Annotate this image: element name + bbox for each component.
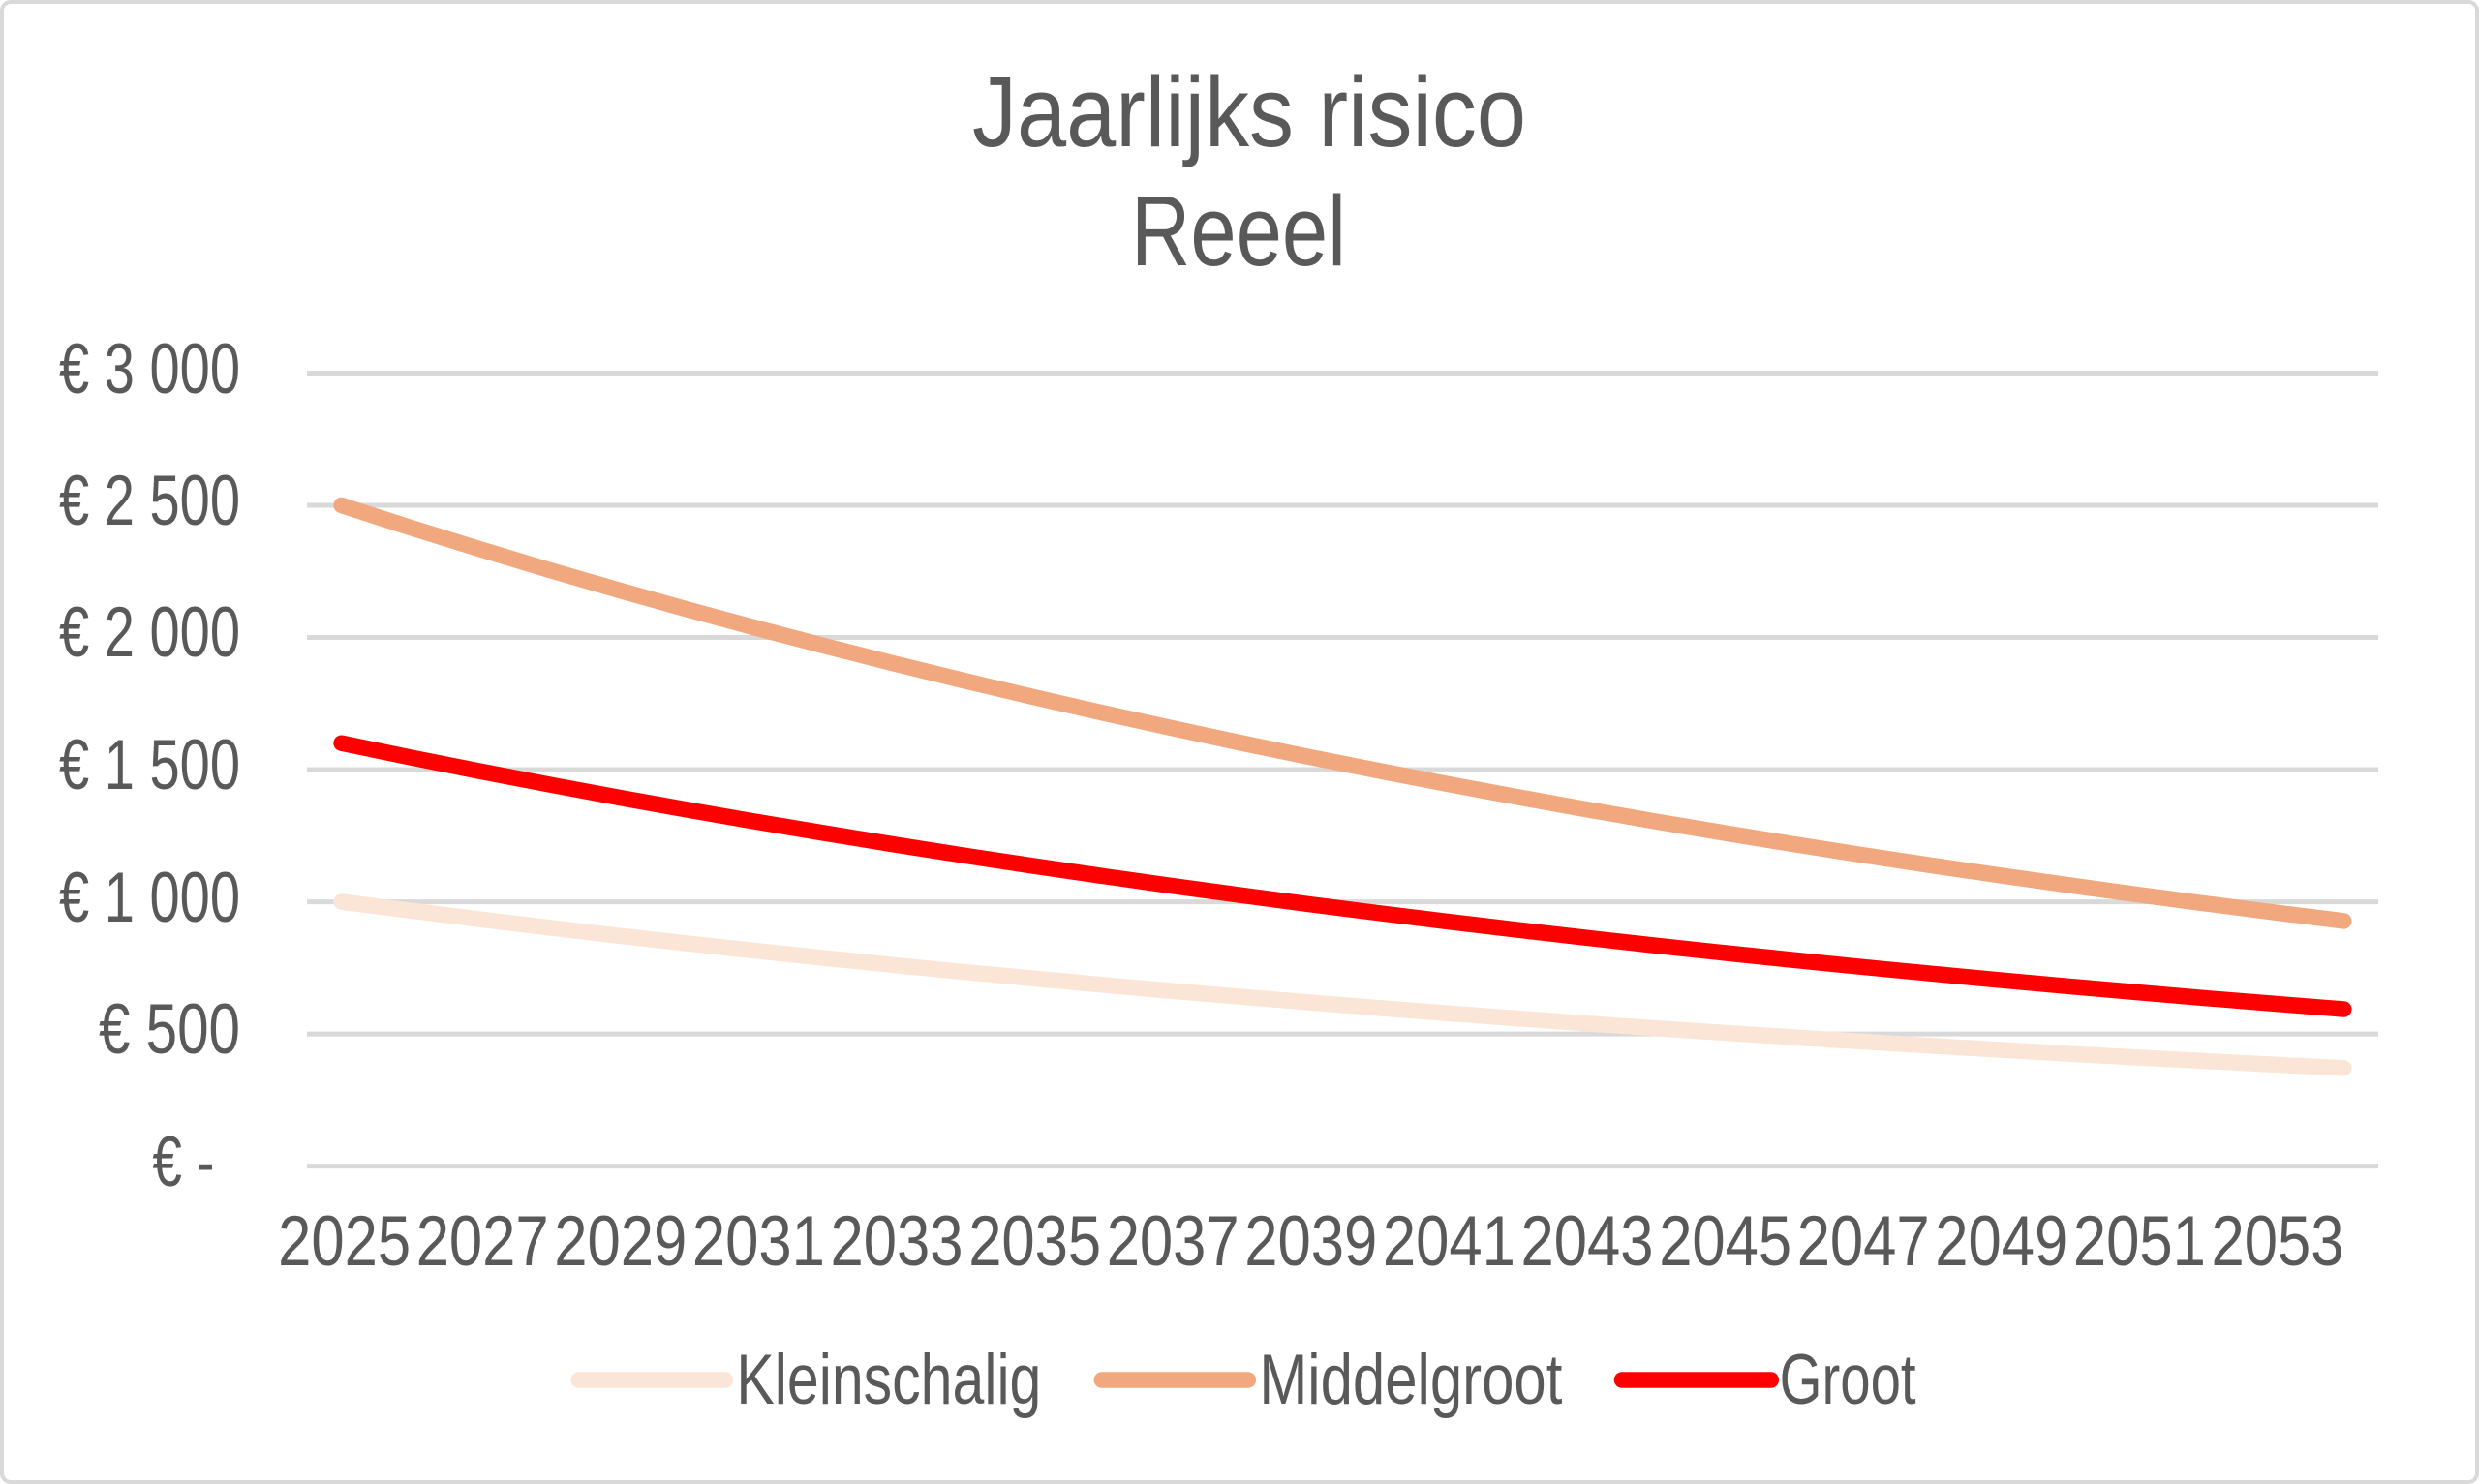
svg-text:2051: 2051 (2073, 1202, 2206, 1281)
svg-text:Kleinschalig: Kleinschalig (736, 1341, 1041, 1419)
svg-text:Middelgroot: Middelgroot (1259, 1341, 1562, 1419)
svg-text:2049: 2049 (1935, 1202, 2067, 1281)
svg-text:2033: 2033 (831, 1202, 964, 1281)
svg-text:€ 500: € 500 (99, 990, 240, 1069)
svg-text:2043: 2043 (1521, 1202, 1654, 1281)
svg-text:2047: 2047 (1797, 1202, 1930, 1281)
svg-text:2053: 2053 (2212, 1202, 2344, 1281)
svg-text:Jaarlijks risico: Jaarlijks risico (972, 56, 1526, 167)
svg-text:€ 1 000: € 1 000 (59, 859, 240, 937)
svg-text:€ 1 500: € 1 500 (59, 726, 240, 804)
svg-text:2035: 2035 (968, 1202, 1101, 1281)
svg-text:€ 2 000: € 2 000 (59, 593, 240, 672)
svg-text:2029: 2029 (554, 1202, 687, 1281)
svg-text:Reeel: Reeel (1131, 175, 1346, 287)
svg-text:2039: 2039 (1244, 1202, 1377, 1281)
svg-text:€ 3 000: € 3 000 (59, 330, 240, 409)
svg-text:2027: 2027 (416, 1202, 549, 1281)
svg-text:Groot: Groot (1780, 1341, 1916, 1419)
svg-text:2031: 2031 (692, 1202, 825, 1281)
svg-text:2025: 2025 (278, 1202, 411, 1281)
svg-text:2041: 2041 (1383, 1202, 1515, 1281)
svg-text:€ 2 500: € 2 500 (59, 462, 240, 540)
svg-text:€ -: € - (152, 1123, 214, 1201)
svg-text:2045: 2045 (1659, 1202, 1791, 1281)
svg-text:2037: 2037 (1107, 1202, 1240, 1281)
